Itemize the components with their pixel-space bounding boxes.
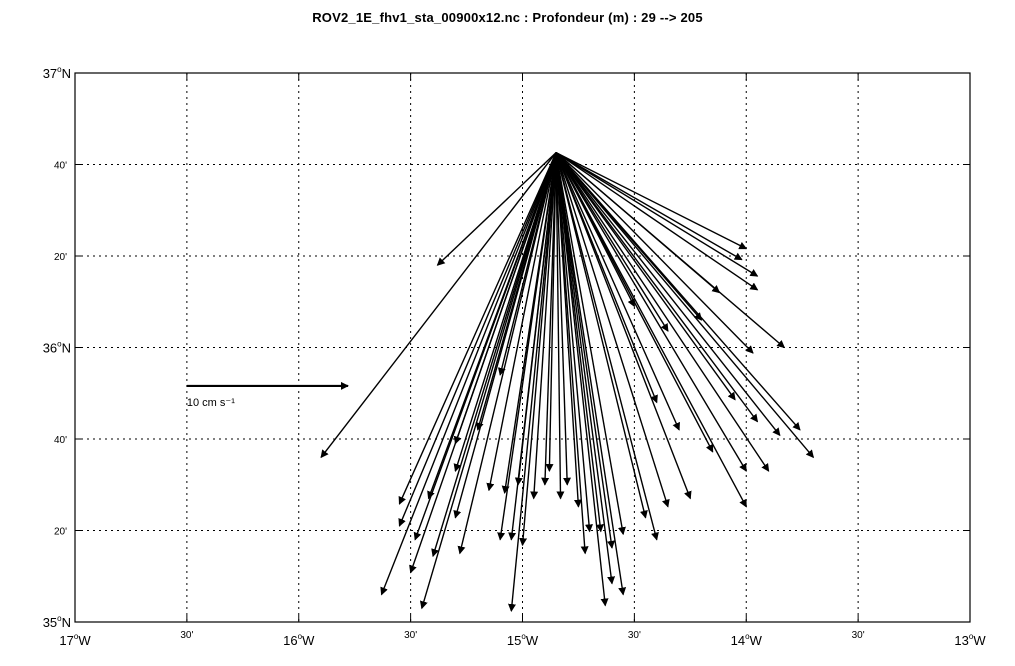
- y-tick-label: 40': [54, 160, 67, 171]
- tick-label: 37oN: [43, 65, 71, 81]
- current-vector-arrow: [555, 152, 801, 431]
- tick-label: 13oW: [954, 632, 986, 648]
- current-vector-arrow: [436, 152, 557, 266]
- current-vector-arrow: [555, 152, 589, 555]
- current-vector-arrow: [457, 152, 557, 555]
- current-vector-arrow: [555, 152, 692, 500]
- current-vector-arrow: [541, 152, 557, 486]
- current-vector-arrow: [555, 152, 781, 437]
- current-vector-arrow: [453, 152, 557, 472]
- current-vector-arrow: [519, 152, 557, 547]
- scale-arrow-label: 10 cm s⁻¹: [187, 397, 235, 409]
- current-vector-arrow: [419, 152, 557, 610]
- current-vector-arrow: [555, 152, 616, 585]
- current-vectors: [320, 151, 815, 613]
- current-vector-arrow: [555, 152, 627, 596]
- grid-lines: [75, 73, 970, 622]
- current-vector-arrow: [497, 152, 557, 376]
- current-vector-arrow: [475, 152, 557, 431]
- current-vector-arrow: [501, 152, 557, 494]
- current-vector-arrow: [555, 152, 648, 519]
- current-vector-arrow: [555, 152, 680, 431]
- current-vector-arrow: [555, 152, 759, 423]
- current-vector-arrow: [398, 152, 557, 505]
- tick-label: 16oW: [283, 632, 315, 648]
- current-vector-arrow: [555, 152, 770, 472]
- current-vector-arrow: [555, 152, 609, 607]
- current-vector-arrow: [555, 152, 565, 500]
- current-vector-arrow: [380, 152, 557, 596]
- current-vector-arrow: [555, 152, 669, 332]
- current-vector-arrow: [555, 152, 759, 291]
- current-vector-arrow: [555, 152, 747, 508]
- tick-label: 15oW: [507, 632, 539, 648]
- current-vector-arrow: [555, 152, 626, 536]
- current-vector-arrow: [555, 152, 714, 453]
- y-tick-label: 20': [54, 527, 67, 538]
- current-vector-arrow: [555, 152, 815, 459]
- current-vector-arrow: [555, 152, 593, 533]
- current-vector-arrow: [555, 152, 572, 486]
- x-tick-label: 30': [404, 630, 417, 641]
- current-vector-arrow: [320, 152, 557, 459]
- scale-arrow-group: 10 cm s⁻¹: [186, 381, 349, 409]
- current-vector-arrow: [555, 152, 721, 294]
- axis-tick-labels: 17oW 30' 16oW 30' 15oW 30' 14oW 30' 13oW 37oN 40' 2…: [43, 65, 987, 648]
- current-vector-arrow: [453, 152, 557, 445]
- x-tick-label: 30': [180, 630, 193, 641]
- tick-label: 14oW: [731, 632, 763, 648]
- current-vector-arrow: [555, 152, 736, 401]
- x-tick-label: 30': [852, 630, 865, 641]
- current-vector-arrow: [555, 152, 659, 541]
- y-tick-label: 40': [54, 435, 67, 446]
- current-vector-arrow: [555, 151, 743, 261]
- current-vector-arrow: [555, 152, 747, 472]
- y-tick-label: 20': [54, 252, 67, 263]
- current-vector-arrow: [398, 152, 557, 527]
- tick-label: 35oN: [43, 614, 71, 630]
- current-vector-arrow: [486, 152, 557, 492]
- current-vector-arrow: [427, 152, 557, 500]
- plot-frame: [74, 72, 971, 623]
- current-vector-arrow: [555, 151, 748, 250]
- current-vector-arrow: [530, 152, 557, 500]
- tick-label: 36oN: [43, 340, 71, 356]
- tick-label: 17oW: [59, 632, 91, 648]
- current-vector-arrow: [514, 152, 557, 486]
- x-tick-label: 30': [628, 630, 641, 641]
- current-vector-arrow: [555, 152, 759, 277]
- current-vector-arrow: [555, 152, 754, 354]
- chart-title: ROV2_1E_fhv1_sta_00900x12.nc : Profondeu…: [312, 10, 703, 25]
- current-vector-arrow: [555, 152, 670, 508]
- current-vector-arrow: [508, 152, 557, 613]
